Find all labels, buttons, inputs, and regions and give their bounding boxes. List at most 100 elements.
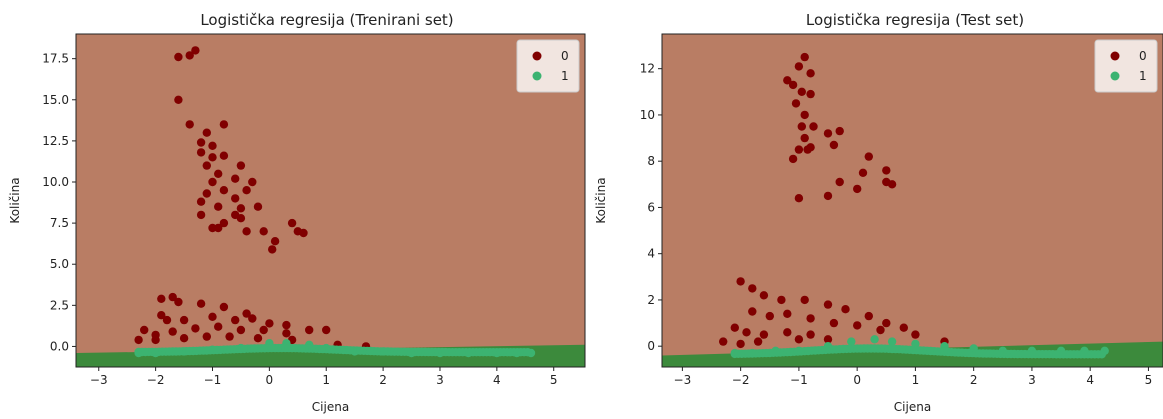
chart-1-plot-area [76,34,585,367]
chart-1-point-1 [523,348,532,357]
chart-2-point-0 [783,328,792,337]
chart-2-point-0 [899,323,908,332]
chart-2-point-0 [736,277,745,286]
chart-2-xtick-label: 4 [1086,373,1094,387]
chart-1-ytick-label: 15.0 [42,93,69,107]
chart-2-point-0 [823,129,833,138]
chart-2-point-0 [853,184,862,194]
chart-2-point-0 [882,166,891,175]
chart-2-series-0 [719,52,949,349]
chart-1-ytick-label: 17.5 [42,52,69,66]
chart-1-point-0 [248,177,257,187]
chart-2-point-0 [788,154,798,164]
chart-2-point-0 [829,140,839,150]
chart-1-point-0 [208,153,217,162]
chart-2-region-1 [662,341,1163,367]
chart-1-point-0 [242,227,251,236]
chart-2-point-0 [823,335,833,344]
chart-1-point-0 [162,315,172,325]
chart-1-point-0 [236,214,246,223]
chart-2-point-1 [870,335,879,344]
chart-2-point-0 [809,122,818,131]
chart-2-legend-label-0: 0 [1139,49,1147,63]
chart-1-legend-marker-0 [532,51,542,61]
chart-1-point-0 [305,325,314,335]
chart-2-point-0 [797,87,806,97]
chart-2-xtick-label: 3 [1028,373,1036,387]
chart-2-point-0 [864,152,873,161]
chart-2-xtick-label: −3 [674,373,692,387]
chart-1-point-0 [270,237,280,246]
chart-2-point-0 [794,145,804,154]
chart-1: −3 −2 −1 0 1 2 3 4 50.02.55.07.510.012.515.017.5… [8,11,586,414]
chart-1-point-0 [202,161,211,170]
chart-1-point-0 [168,292,177,302]
chart-2-point-0 [835,177,844,187]
chart-1-xtick-label: 3 [436,373,444,387]
chart-2-point-0 [829,318,839,328]
chart-2-title: Logistička regresija (Test set) [806,11,1024,29]
chart-2-point-0 [719,337,728,346]
chart-2-point-0 [748,284,757,293]
chart-1-point-0 [208,141,217,150]
chart-1-point-0 [214,169,223,178]
chart-2-point-0 [882,318,891,328]
chart-1-xtick-label: −1 [204,373,222,387]
chart-2-ytick-label: 2 [647,293,655,307]
chart-1-legend-label-1: 1 [561,69,569,83]
chart-2-point-0 [853,321,862,330]
chart-2-ytick-label: 10 [640,108,655,122]
chart-2-point-0 [736,339,745,349]
chart-2-region-0 [662,34,1163,367]
chart-2-point-0 [759,330,769,339]
chart-2-point-0 [911,330,920,339]
chart-1-point-0 [191,324,200,333]
chart-1-point-0 [299,228,308,238]
chart-1-point-0 [219,120,229,129]
chart-1-point-0 [191,46,200,55]
chart-1-xtick-label: 1 [322,373,330,387]
chart-1-xtick-label: 2 [379,373,387,387]
chart-2-point-0 [806,69,815,78]
chart-2-legend: 01 [1094,39,1158,93]
chart-1-ytick-label: 0.0 [50,339,69,353]
chart-1-point-0 [322,325,331,335]
chart-2-xtick-label: −2 [732,373,750,387]
chart-2-point-0 [794,62,804,71]
chart-1-point-0 [196,138,206,147]
chart-1-point-0 [219,218,229,228]
chart-2-point-0 [800,52,809,62]
chart-2-point-0 [803,145,812,154]
chart-2-point-0 [742,328,751,337]
chart-1-point-0 [174,52,183,62]
chart-1-point-0 [219,302,229,312]
chart-1-point-0 [185,51,194,60]
chart-2-point-0 [765,311,774,321]
chart-2-point-0 [864,311,873,321]
chart-2-xtick-label: 5 [1145,373,1153,387]
chart-2-point-0 [823,191,833,201]
chart-1-point-0 [214,202,223,211]
chart-1-xtick-label: 5 [550,373,558,387]
chart-1-point-0 [134,335,143,345]
chart-1-point-0 [231,174,240,183]
chart-2-point-0 [858,168,868,177]
chart-2-point-0 [794,335,804,344]
chart-1-point-0 [202,332,211,341]
chart-1-ytick-label: 2.5 [50,298,69,312]
chart-1-point-0 [196,299,206,308]
chart-2-point-0 [748,307,757,316]
chart-2-point-0 [800,133,809,143]
chart-1-point-0 [242,186,251,195]
chart-2-legend-marker-1 [1110,71,1120,81]
chart-1-point-0 [179,334,189,343]
chart-2-point-0 [823,300,833,309]
chart-1-point-0 [282,320,291,330]
chart-2-point-1 [847,337,856,346]
chart-1-ytick-label: 5.0 [50,257,69,271]
chart-1-point-0 [214,223,223,233]
chart-1-point-0 [219,151,229,160]
chart-1-ytick-label: 7.5 [50,216,69,230]
chart-2-point-0 [783,76,792,85]
